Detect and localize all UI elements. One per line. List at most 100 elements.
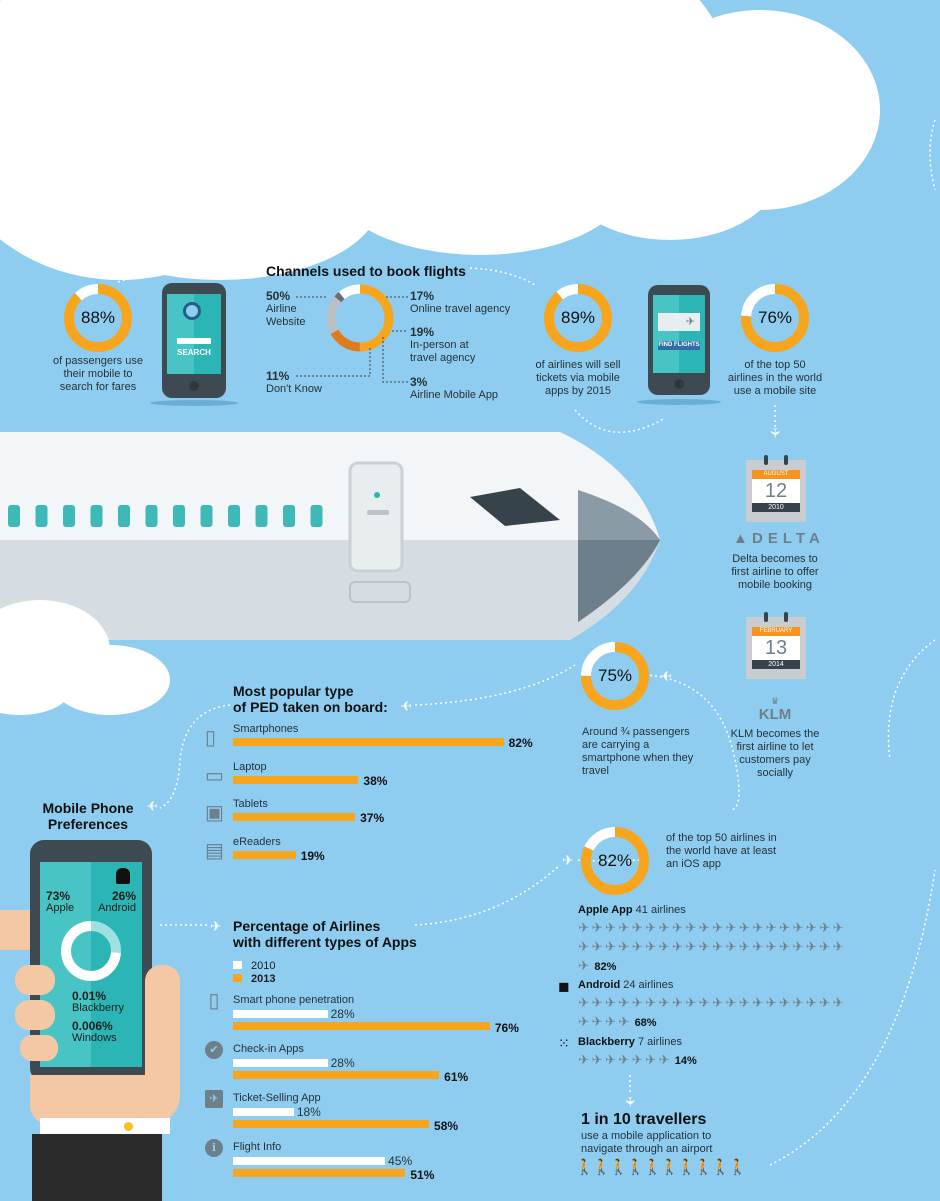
donut-chart	[64, 284, 132, 352]
caption-line: of passengers use	[53, 355, 143, 367]
donut-ios-stat: 82%	[580, 826, 650, 896]
plane-icon: ✈	[605, 995, 616, 1010]
travellers-title: 1 in 10 travellers	[581, 1111, 707, 1128]
traveller-icon: 🚶	[711, 1159, 730, 1176]
traveller-icon: 🚶	[592, 1159, 611, 1176]
value-2010: 28%	[330, 1007, 355, 1021]
plane-icon: ✈	[765, 939, 777, 954]
donut-segment	[581, 642, 649, 710]
plane-icon: ✈	[779, 995, 790, 1010]
hand-finger	[15, 965, 55, 995]
window	[63, 505, 75, 527]
klm-logo: KLM	[758, 706, 792, 723]
ped-label: eReaders	[233, 835, 281, 848]
caption-line: are carrying a	[582, 739, 650, 751]
plane-icon: ✈	[767, 427, 783, 439]
caption-line: first airline to offer	[731, 566, 819, 578]
shirt-cuff	[40, 1118, 170, 1134]
bar-2010	[233, 1010, 328, 1018]
app-types-title: with different types of Apps	[233, 934, 417, 950]
plane-icon: ✈	[805, 939, 817, 954]
window	[283, 505, 295, 527]
donut-segment	[741, 284, 809, 352]
channel-label: Airline	[266, 303, 297, 315]
calendar-day: 12	[752, 479, 800, 503]
plane-icon: ✈	[685, 920, 697, 935]
platform-count: 7 airlines	[637, 1036, 682, 1048]
preferences-phone: 73% Apple 26% Android 0.01% Blackberry 0.00…	[30, 840, 152, 1082]
plane-icon: ✈	[832, 939, 844, 954]
caption-line: their mobile to	[63, 368, 133, 380]
plane-icon: ✈	[671, 920, 683, 935]
donut-chart	[544, 284, 612, 352]
bar-2010	[233, 1059, 328, 1067]
caption-line: socially	[756, 767, 794, 779]
ped-label: Smartphones	[233, 723, 299, 735]
caption-line: apps by 2015	[544, 385, 612, 397]
caption-line: Around ¾ passengers	[582, 726, 690, 738]
channel-pct: 11%	[266, 369, 290, 383]
caption-line: search for fares	[59, 381, 137, 393]
donut-airline-apps-stat: 89%	[543, 283, 613, 353]
check-icon: ✔	[205, 1041, 223, 1059]
app-type-label: Smart phone penetration	[233, 994, 355, 1006]
ped-bar	[233, 738, 504, 746]
bar-2013	[233, 1022, 490, 1030]
crown-icon: ♛	[770, 696, 780, 706]
caption-line: tickets via mobile	[536, 372, 620, 384]
bar-2010	[233, 1157, 386, 1165]
plane-icon: ✈	[591, 1052, 603, 1067]
donut-chart	[741, 284, 809, 352]
plane-icon: ✈	[631, 920, 643, 935]
android-pct: 26%	[111, 889, 136, 903]
channels-donut	[325, 283, 395, 353]
caption-line: smartphone when they	[582, 752, 694, 764]
plane-icon: ✈	[805, 920, 817, 935]
blackberry-label: Blackberry	[72, 1002, 124, 1014]
plane-icon: ✈	[765, 920, 777, 935]
platform-count: 24 airlines	[623, 979, 674, 991]
value-2010: 28%	[330, 1056, 355, 1070]
channel-pct: 17%	[410, 289, 435, 303]
ereader-icon: ▤	[205, 839, 224, 862]
phone-prefs-title: Preferences	[47, 816, 129, 832]
plane-icon: ✈	[832, 995, 844, 1010]
channel-label: In-person at	[410, 339, 469, 351]
plane-icon: ✈	[658, 920, 670, 935]
platform-name: Android	[578, 979, 621, 991]
traveller-icon: 🚶	[626, 1159, 645, 1176]
ped-value: 82%	[508, 736, 533, 750]
plane-icon: ✈	[832, 920, 844, 935]
plane-icon: ✈	[578, 939, 590, 954]
info-icon: ℹ	[205, 1139, 223, 1157]
caption-line: of the top 50 airlines in	[666, 832, 777, 844]
plane-icon: ✈	[605, 1052, 616, 1067]
hand-finger	[20, 1035, 58, 1061]
donut-smartphone-stat: 75%	[580, 641, 650, 711]
blackberry-icon: ⁙	[558, 1035, 570, 1051]
plane-icon: ✈	[631, 1052, 643, 1067]
plane-icon: ✈	[752, 920, 764, 935]
plane-icon: ✈	[578, 958, 590, 973]
donut-value: 75%	[597, 666, 633, 685]
window	[310, 505, 323, 527]
plane-icon: ✈	[738, 995, 750, 1010]
ped-value: 38%	[363, 773, 388, 788]
plane-icon: ✈	[622, 1096, 638, 1108]
donut-mobile-site-stat: 76%	[740, 283, 810, 353]
donut-segment	[544, 284, 612, 352]
channel-label: Airline Mobile App	[410, 389, 499, 401]
magnifier-icon	[183, 302, 201, 320]
calendar-klm: FEBRUARY 13 2014	[746, 612, 806, 679]
calendar-year: 2014	[752, 660, 800, 669]
app-type-label: Ticket-Selling App	[233, 1092, 321, 1104]
donut-segment	[326, 284, 394, 352]
blackberry-pct: 0.01%	[72, 989, 107, 1003]
ped-bar	[233, 775, 359, 784]
traveller-icon: 🚶	[643, 1159, 662, 1176]
bar-2010	[233, 1108, 294, 1116]
plane-icon: ✈	[685, 939, 697, 954]
plane-icon: ✈	[605, 920, 616, 935]
caption-line: of the top 50	[744, 359, 806, 371]
phone-shadow	[150, 400, 238, 406]
